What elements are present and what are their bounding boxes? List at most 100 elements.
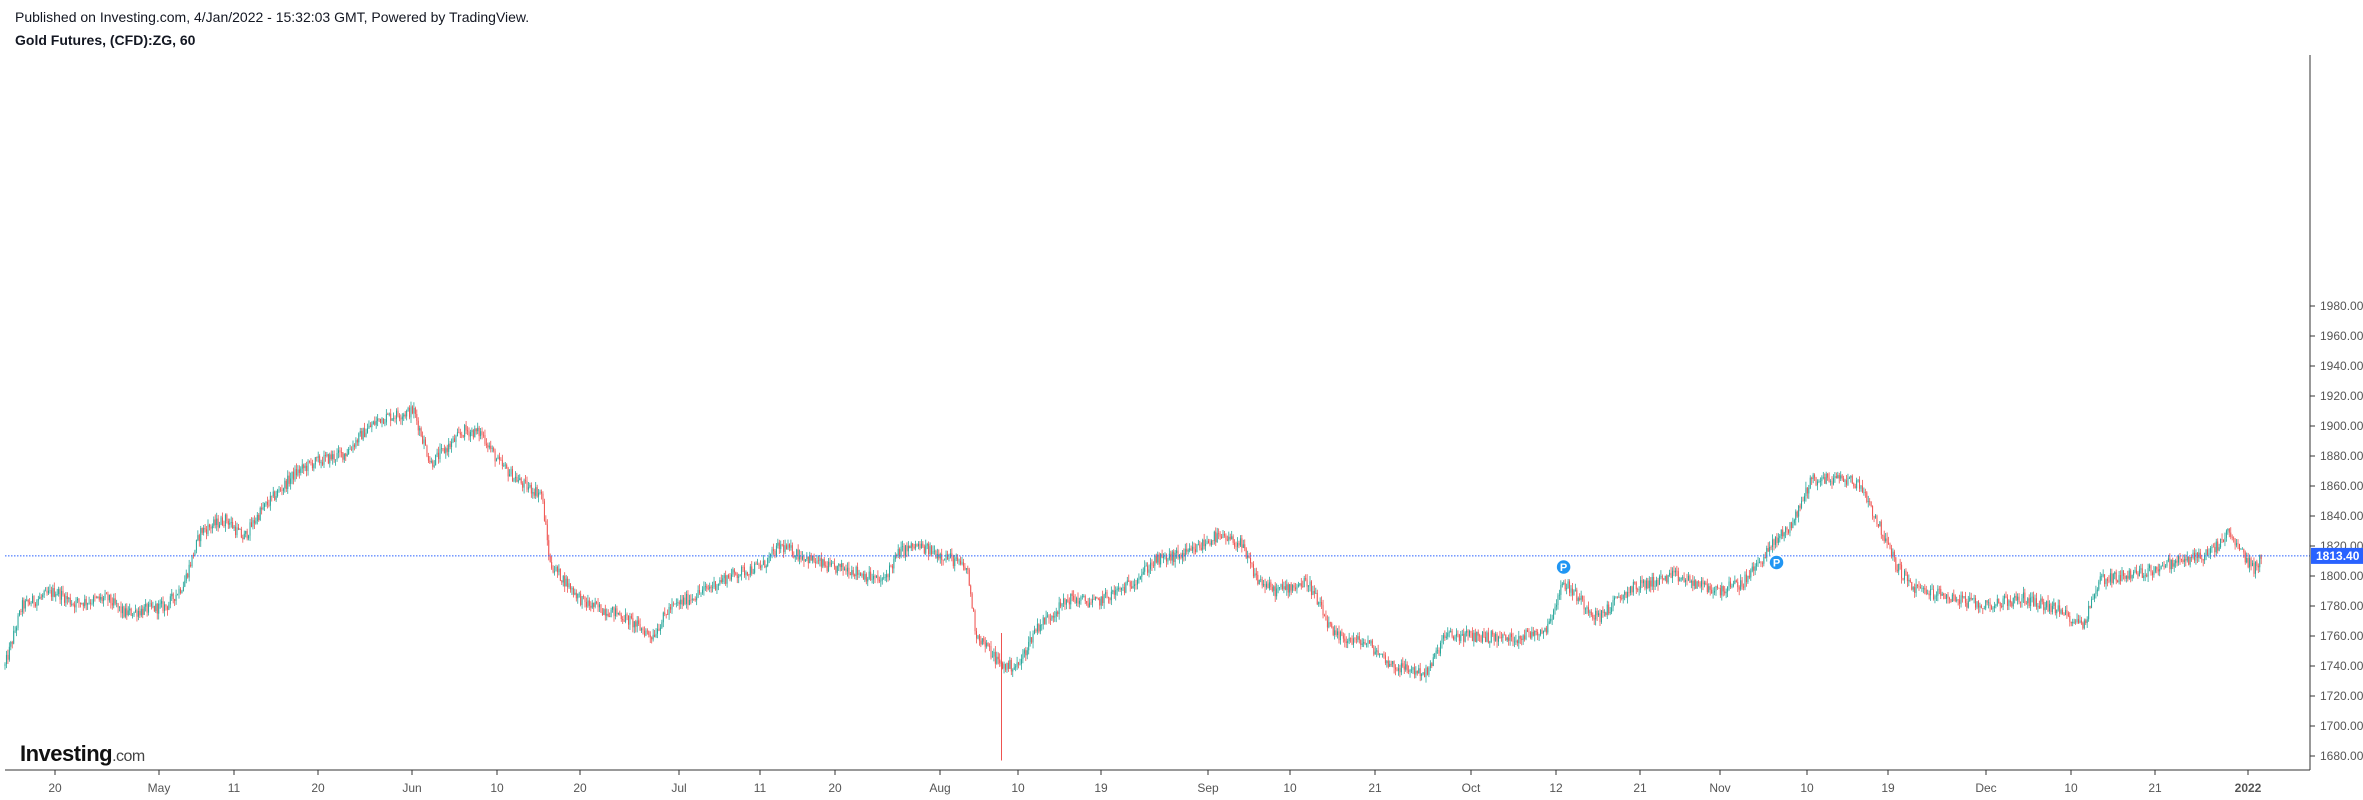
candle	[319, 454, 321, 466]
candle	[1841, 473, 1843, 481]
candle	[403, 412, 405, 422]
candle	[236, 522, 238, 538]
candle	[1847, 473, 1849, 486]
candle	[1718, 587, 1720, 589]
candle	[1709, 582, 1711, 596]
candle	[1789, 522, 1791, 537]
candle	[1930, 585, 1932, 601]
candle	[1125, 581, 1127, 594]
candle	[2202, 558, 2204, 567]
candle	[1306, 574, 1308, 592]
candle	[1712, 587, 1714, 599]
candle	[2037, 603, 2039, 613]
candle	[1110, 586, 1112, 606]
candle	[1112, 589, 1114, 595]
candle	[606, 608, 608, 621]
candle	[1276, 583, 1278, 600]
candle	[990, 641, 992, 660]
x-tick-label: 20	[311, 781, 325, 795]
event-marker[interactable]: P	[1555, 558, 1572, 576]
candle	[542, 491, 544, 505]
candle	[117, 602, 119, 613]
candle	[1486, 630, 1488, 643]
candle	[480, 428, 482, 440]
candle	[1537, 629, 1539, 641]
candle	[1092, 594, 1093, 608]
candle	[2149, 563, 2151, 572]
candle	[2034, 594, 2036, 607]
candle	[926, 542, 928, 550]
candle	[104, 589, 106, 601]
candle	[133, 611, 135, 618]
candle	[1034, 625, 1035, 635]
candle	[918, 541, 919, 550]
candle	[161, 597, 163, 608]
candle	[645, 628, 647, 637]
candle	[30, 601, 32, 607]
candle	[1316, 589, 1318, 606]
x-axis-ticks: 20 May 11 20 Jun 10 20 Jul 11 20 Aug 10 19 Sep 10 21 Oct…	[48, 770, 2262, 795]
candle	[942, 559, 944, 566]
y-tick-label: 1720.00	[2320, 689, 2363, 703]
candle	[1438, 647, 1440, 656]
candle	[2247, 552, 2249, 569]
candle	[1622, 594, 1624, 604]
candle	[214, 514, 216, 529]
candle	[178, 585, 180, 599]
candle	[351, 446, 353, 452]
candle	[488, 442, 490, 450]
candle	[717, 583, 719, 591]
candle	[2204, 552, 2206, 564]
candle	[1751, 562, 1753, 573]
candle	[1573, 589, 1575, 596]
candle	[683, 594, 685, 607]
candle	[90, 599, 92, 610]
candle	[2111, 568, 2113, 588]
candle	[1310, 580, 1312, 599]
candle	[522, 481, 524, 492]
candle	[1843, 475, 1845, 483]
candle	[1232, 534, 1234, 546]
candle	[567, 576, 569, 593]
candle	[725, 570, 727, 586]
candle	[1141, 568, 1143, 583]
candle	[955, 553, 957, 562]
candle	[483, 431, 484, 438]
candle	[1203, 533, 1205, 550]
candle	[316, 456, 318, 462]
event-marker[interactable]: P	[1768, 554, 1785, 571]
candle	[1052, 612, 1054, 623]
candle	[671, 598, 673, 614]
candle	[2194, 548, 2195, 564]
candle	[1103, 593, 1105, 609]
candle	[1464, 631, 1466, 643]
candle	[1109, 597, 1111, 604]
candle	[1606, 600, 1608, 620]
candle	[661, 619, 663, 629]
candle	[1727, 586, 1729, 598]
candle	[1802, 496, 1804, 502]
candle	[2125, 575, 2127, 583]
candle	[622, 616, 624, 624]
candle	[903, 543, 905, 559]
candle	[1728, 576, 1730, 591]
candle	[925, 539, 927, 556]
candle	[2256, 559, 2258, 571]
candle	[330, 450, 332, 461]
candle	[1827, 472, 1829, 481]
event-marker-label: P	[1773, 558, 1780, 570]
candle	[126, 603, 128, 620]
candle	[810, 552, 812, 561]
candle	[98, 593, 100, 602]
candle	[2088, 600, 2090, 622]
candle	[42, 593, 44, 600]
x-tick-label: 11	[754, 781, 767, 795]
candle	[1966, 598, 1968, 612]
candle	[1070, 593, 1072, 610]
candle	[1757, 557, 1759, 568]
candle	[16, 625, 18, 637]
candle	[1524, 629, 1526, 642]
candle	[1612, 595, 1614, 612]
candle	[374, 416, 376, 426]
